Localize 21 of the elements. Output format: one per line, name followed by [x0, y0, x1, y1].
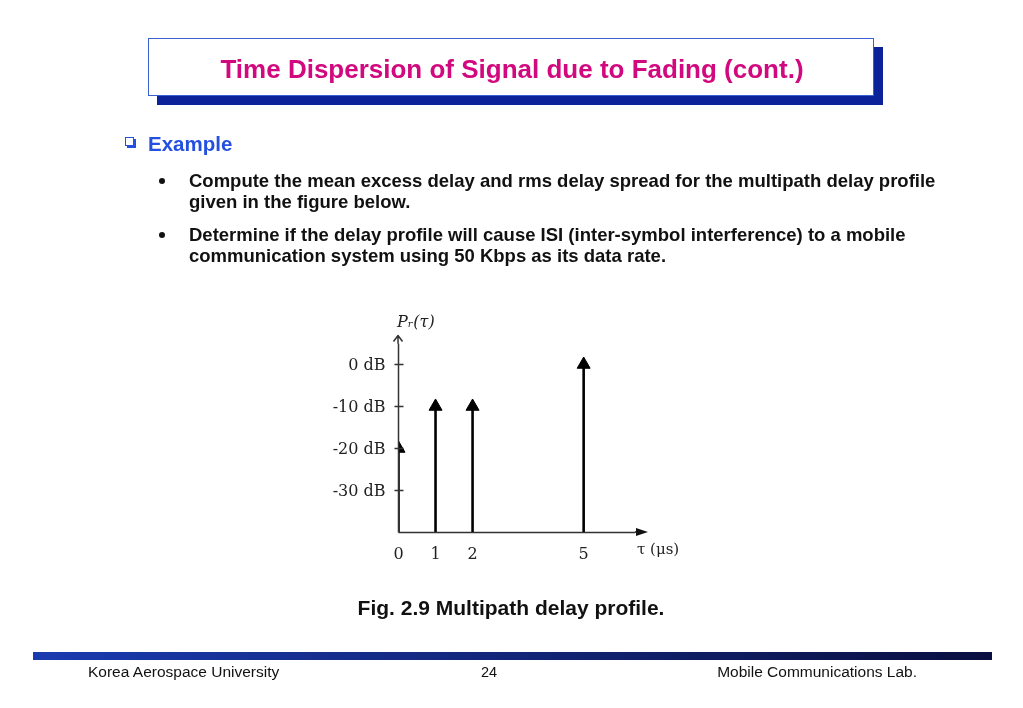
y-tick-label: -10 dB	[332, 397, 386, 416]
point	[576, 356, 591, 369]
text: Compute the mean excess delay and rms delay spread for the multipath delay profile given in the figure below.	[189, 170, 937, 212]
x-tick-label: 5	[578, 543, 589, 563]
text: Mobile Communications Lab.	[716, 663, 917, 681]
y-tick-label: -20 dB	[332, 439, 386, 458]
y-axis-title: Pᵣ(τ)	[397, 312, 435, 331]
text: Example	[148, 131, 233, 156]
y-tick-label: 0 dB	[348, 355, 386, 374]
caption: Fig. 2.9 Multipath delay profile.	[356, 596, 666, 620]
x-axis-title: τ (μs)	[637, 540, 680, 558]
x-tick-label: 0	[393, 543, 404, 563]
x-tick-label: 2	[467, 543, 478, 563]
x-tick-label: 1	[430, 543, 441, 563]
chart-title: Time Dispersion of Signal due to Fading (cont.)	[219, 53, 805, 86]
point	[428, 398, 443, 411]
point	[465, 398, 480, 411]
text: 24	[479, 663, 499, 681]
text: Korea Aerospace University	[88, 663, 280, 681]
y-tick-label: -30 dB	[332, 481, 386, 500]
text: Determine if the delay profile will cause ISI (inter-symbol interference) to a mobile communication system using 50 Kbps as its data rate.	[189, 224, 907, 266]
